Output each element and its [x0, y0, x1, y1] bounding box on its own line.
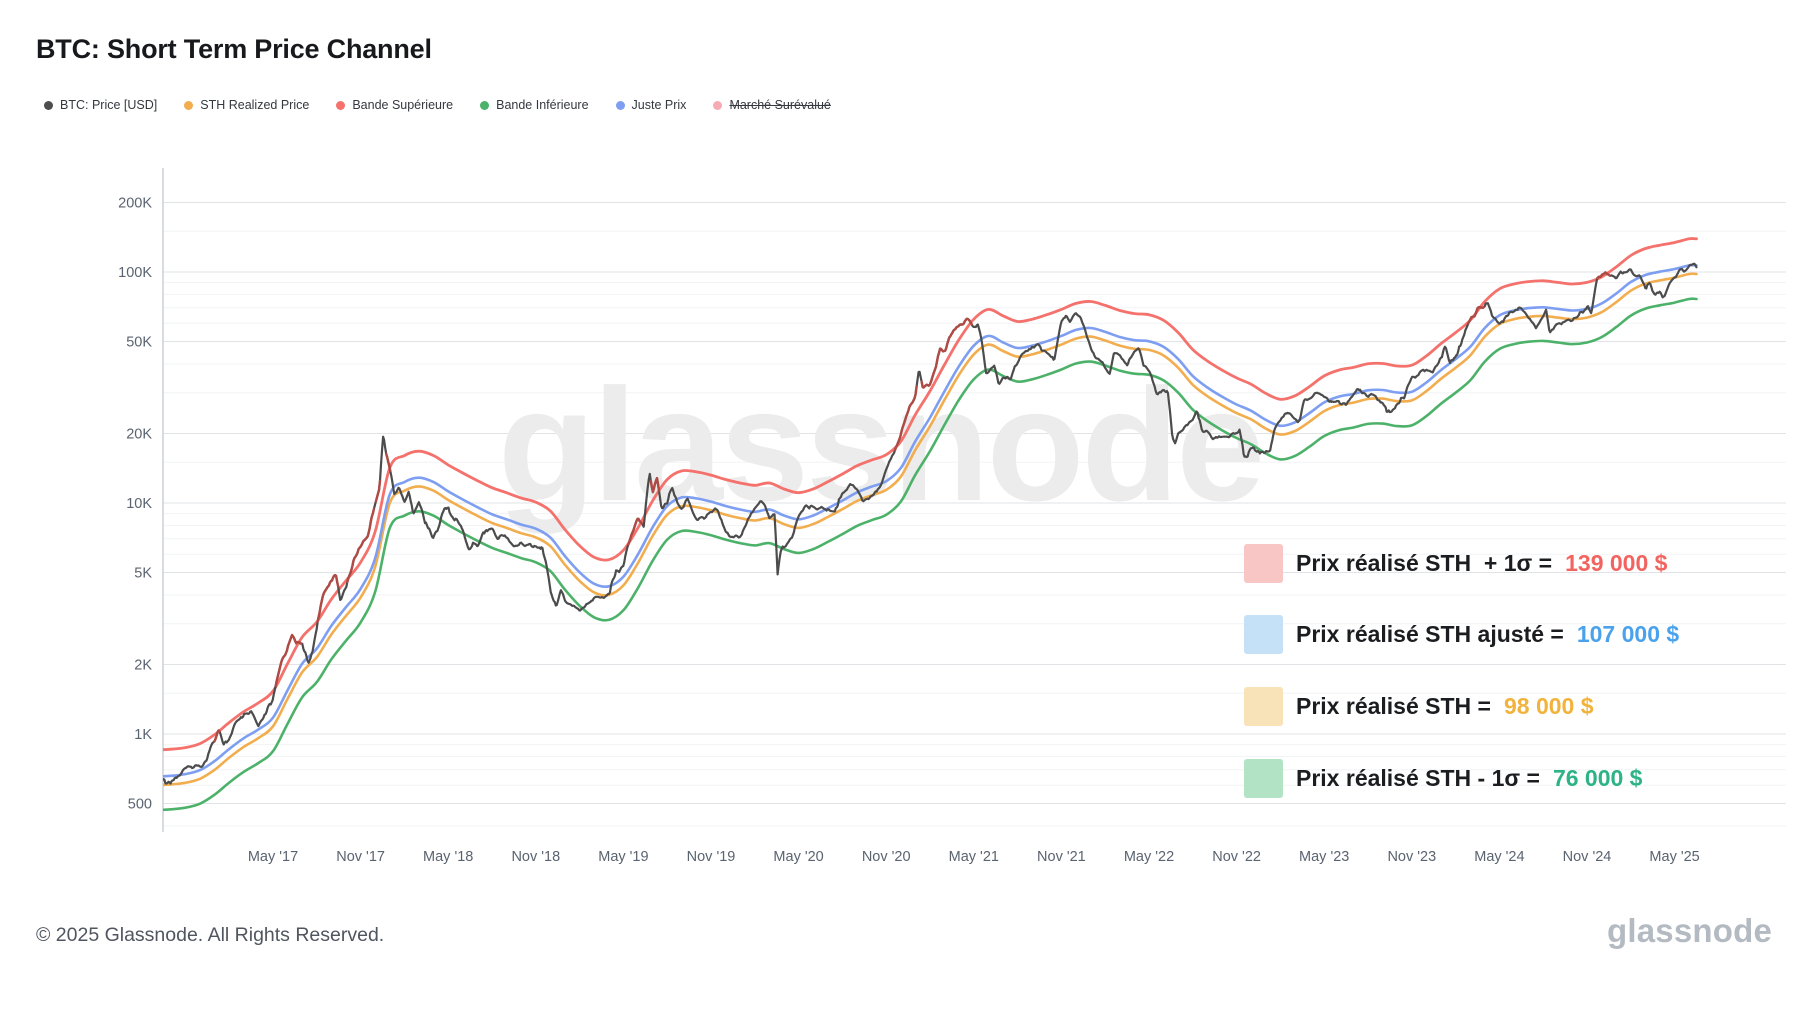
btc-price-overvalued-segment [346, 507, 376, 584]
btc-price-overvalued-segment [893, 385, 918, 451]
x-axis-tick: Nov '19 [687, 849, 736, 865]
y-axis-labels: 200K 100K 50K 20K 10K 5K 2K 1K 500 [118, 196, 152, 813]
x-axis-tick: Nov '21 [1037, 849, 1086, 865]
y-axis-tick: 2K [134, 658, 152, 674]
band-upper-line [163, 237, 1698, 752]
band-color-swatch [1244, 687, 1283, 726]
btc-price-overvalued-segment [627, 517, 643, 546]
legend-dot [615, 100, 625, 110]
legend-label: Bande Inférieure [496, 98, 589, 112]
legend-dot [480, 100, 490, 110]
page-title: BTC: Short Term Price Channel [36, 34, 432, 64]
x-axis-tick: Nov '20 [862, 849, 911, 865]
band-annotation-label: Prix réalisé STH ajusté = [1296, 621, 1564, 647]
btc-price-overvalued-segment [385, 452, 392, 472]
btc-price-overvalued-segment [1596, 271, 1611, 280]
band-annotation-label: Prix réalisé STH - 1σ = [1296, 765, 1540, 791]
legend-label: Bande Supérieure [352, 98, 454, 112]
y-axis-tick: 10K [126, 496, 152, 512]
btc-price-overvalued-segment [1467, 305, 1485, 325]
band-annotation-row-2: Prix réalisé STH = 98 000 $ [1244, 687, 1594, 726]
legend-item-1[interactable]: STH Realized Price [184, 98, 309, 112]
btc-price-overvalued-segment [920, 317, 973, 389]
glassnode-logo: glassnode [1606, 912, 1772, 949]
x-axis-tick: Nov '23 [1387, 849, 1436, 865]
x-axis-tick: May '22 [1124, 849, 1174, 865]
legend-dot [184, 100, 194, 110]
y-axis-tick: 100K [118, 265, 152, 281]
btc-price-overvalued-segment [649, 476, 661, 494]
legend-dot [44, 100, 53, 110]
legend-item-5[interactable]: Marché Surévalué [713, 98, 831, 112]
btc-price-overvalued-segment [274, 633, 303, 687]
x-axis-tick: May '25 [1649, 849, 1699, 865]
x-axis-tick: May '21 [949, 849, 999, 865]
band-annotation-label: Prix réalisé STH + 1σ = [1296, 550, 1553, 576]
band-color-swatch [1244, 615, 1283, 654]
band-annotation-value: 76 000 $ [1552, 765, 1643, 791]
legend-dot [713, 100, 723, 110]
x-axis-tick: May '19 [598, 849, 648, 865]
x-axis-tick: May '23 [1299, 849, 1349, 865]
x-axis-tick: May '18 [423, 849, 473, 865]
band-annotation-value: 107 000 $ [1576, 621, 1680, 647]
x-axis-tick: May '17 [248, 849, 298, 865]
band-annotation-label: Prix réalisé STH = [1296, 693, 1491, 719]
btc-price-overvalued-segment [213, 729, 221, 743]
band-annotation-row-3: Prix réalisé STH - 1σ = 76 000 $ [1244, 759, 1642, 798]
band-color-swatch [1244, 544, 1283, 583]
x-axis-labels: May '17 Nov '17 May '18 Nov '18 May '19 Nov '… [248, 849, 1700, 865]
y-axis-tick: 500 [128, 797, 152, 813]
series-lines [163, 237, 1698, 812]
legend-label: Marché Surévalué [729, 98, 831, 112]
band-adjusted-line [163, 263, 1698, 778]
x-axis-tick: Nov '22 [1212, 849, 1261, 865]
y-axis-tick: 200K [118, 196, 152, 212]
band-annotation-value: 98 000 $ [1503, 693, 1594, 719]
glassnode-watermark: glassnode [498, 355, 1262, 534]
legend-label: STH Realized Price [200, 98, 310, 112]
btc-price-overvalued-segment [316, 573, 340, 623]
y-axis-tick: 50K [126, 335, 152, 351]
chart-legend: BTC: Price [USD] STH Realized Price Bande … [44, 98, 831, 112]
x-axis-tick: Nov '17 [336, 849, 385, 865]
x-axis-tick: May '20 [773, 849, 823, 865]
band-color-swatch [1244, 759, 1283, 798]
y-axis-tick: 20K [126, 427, 152, 443]
btc-price-overvalued-segment [374, 479, 382, 503]
y-axis-tick: 5K [134, 566, 152, 582]
band-sth_realized-line [163, 272, 1698, 787]
x-axis-tick: Nov '24 [1563, 849, 1612, 865]
band-annotation-value: 139 000 $ [1565, 550, 1668, 576]
legend-item-4[interactable]: Juste Prix [615, 98, 687, 112]
x-axis-tick: May '24 [1474, 849, 1524, 865]
copyright-text: © 2025 Glassnode. All Rights Reserved. [36, 924, 385, 946]
x-axis-tick: Nov '18 [511, 849, 560, 865]
y-axis-tick: 1K [134, 727, 152, 743]
legend-label: BTC: Price [USD] [60, 98, 158, 112]
band-annotation-row-1: Prix réalisé STH ajusté = 107 000 $ [1244, 615, 1679, 654]
legend-dot [336, 100, 346, 110]
legend-label: Juste Prix [631, 98, 687, 112]
band-annotation-row-0: Prix réalisé STH + 1σ = 139 000 $ [1244, 544, 1667, 583]
y-gridlines [163, 202, 1786, 827]
legend-item-3[interactable]: Bande Inférieure [480, 98, 589, 112]
legend-item-2[interactable]: Bande Supérieure [336, 98, 453, 112]
legend-item-0[interactable]: BTC: Price [USD] [44, 98, 157, 112]
